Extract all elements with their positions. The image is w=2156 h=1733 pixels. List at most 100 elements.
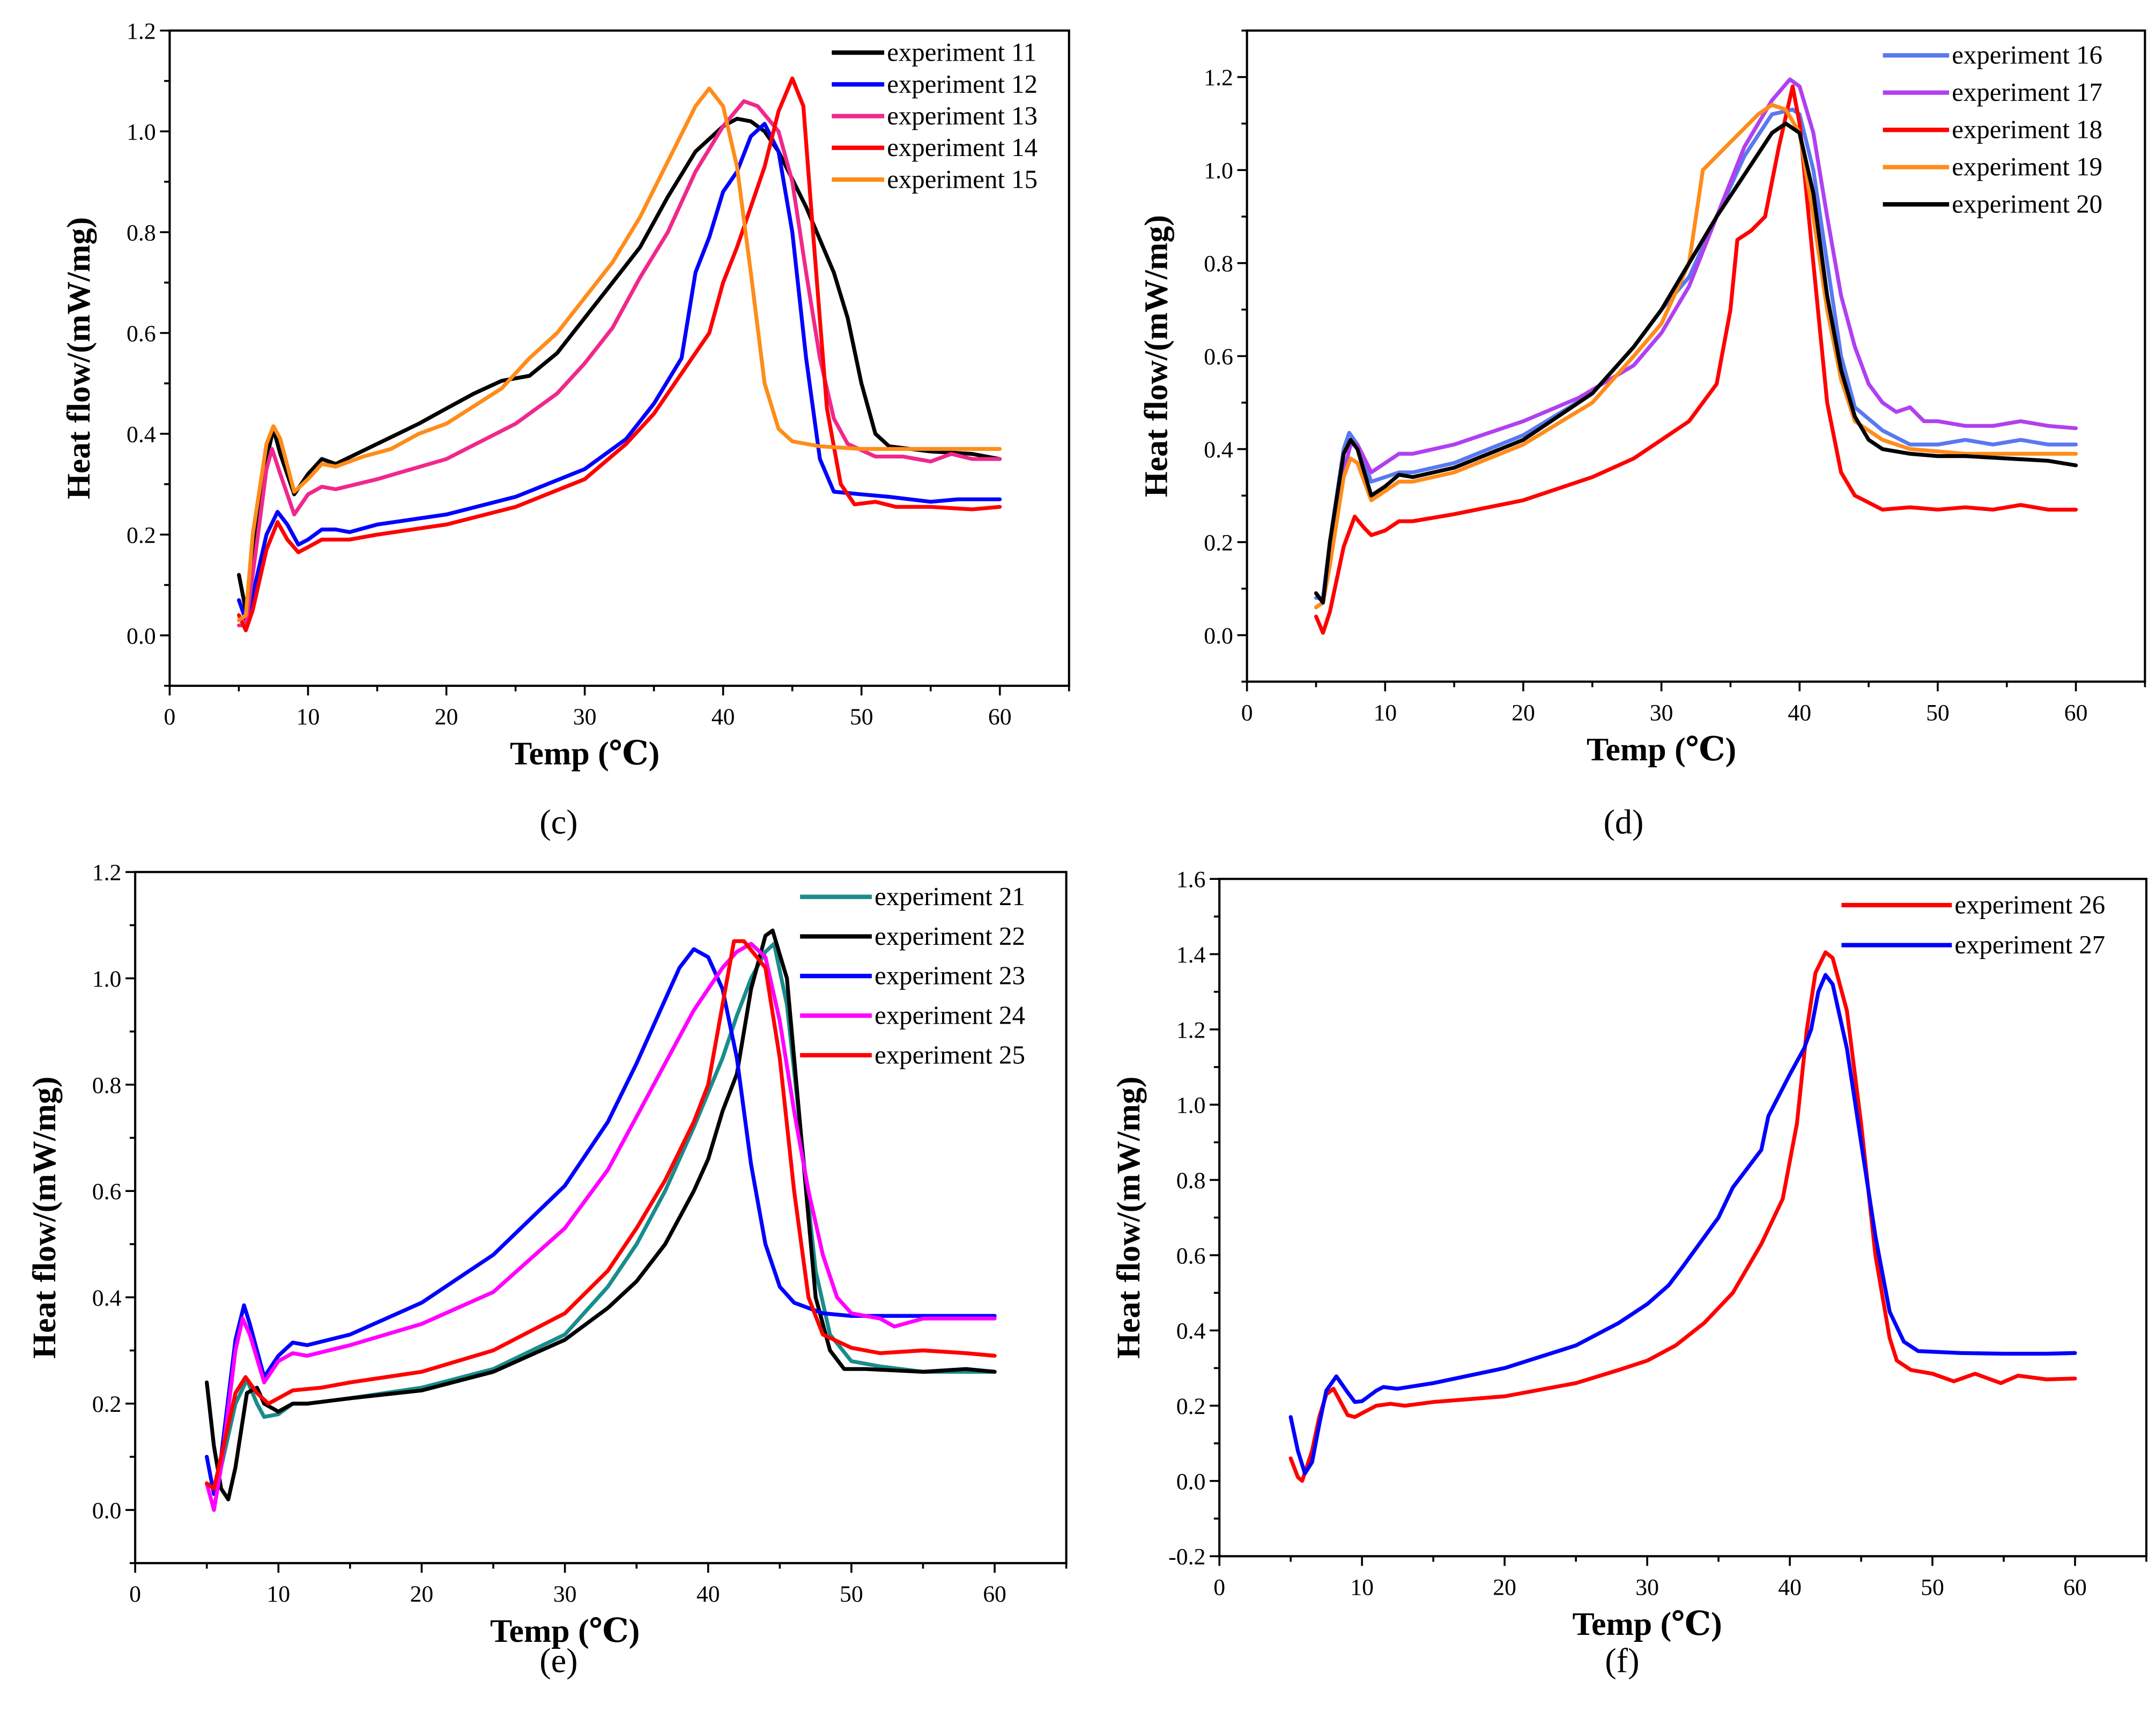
series-line-experiment-25	[205, 939, 997, 1491]
legend-entry: experiment 13	[887, 101, 1038, 130]
series-line-experiment-12	[236, 122, 1002, 623]
series-line-experiment-23	[205, 947, 997, 1496]
y-axis-label: Heat flow/(mW/mg)	[26, 1077, 63, 1359]
y-tick-label: 0.6	[1176, 1243, 1206, 1269]
x-tick-label: 0	[1213, 1574, 1225, 1600]
x-tick-label: 60	[988, 704, 1012, 730]
series-line-experiment-27	[1288, 973, 2077, 1476]
x-axis-label: Temp (℃)	[510, 736, 660, 772]
panel-label: (e)	[539, 1641, 577, 1679]
y-tick-label: 0.8	[1176, 1168, 1206, 1194]
y-tick-label: 0.6	[127, 321, 156, 346]
y-tick-label: 0.8	[127, 220, 156, 246]
series-line-experiment-22	[205, 928, 997, 1501]
series-line-experiment-15	[236, 86, 1002, 623]
legend-entry: experiment 19	[1952, 152, 2102, 181]
legend-entry: experiment 15	[887, 164, 1038, 194]
plot-frame	[168, 29, 1070, 687]
series-line-experiment-11	[236, 116, 1002, 612]
series-line-experiment-13	[236, 99, 1002, 627]
x-tick-label: 30	[573, 704, 597, 730]
x-tick-label: 0	[1241, 700, 1253, 725]
x-tick-label: 10	[266, 1581, 290, 1607]
y-tick-label: 1.0	[1176, 1093, 1206, 1119]
series-line-experiment-16	[1314, 107, 2078, 600]
legend-entry: experiment 12	[887, 69, 1038, 99]
x-axis-label: Temp (℃)	[1572, 1606, 1722, 1642]
x-tick-label: 50	[840, 1581, 863, 1607]
y-tick-label: 0.8	[92, 1072, 122, 1098]
y-tick-label: 0.4	[1176, 1319, 1206, 1344]
x-tick-label: 30	[1650, 700, 1673, 725]
x-tick-label: 60	[2064, 700, 2088, 725]
legend-entry: experiment 18	[1952, 115, 2102, 144]
series-line-experiment-18	[1314, 84, 2078, 635]
y-tick-label: 0.0	[92, 1498, 122, 1523]
y-tick-label: 1.0	[127, 119, 156, 145]
y-tick-label: 1.0	[92, 966, 122, 992]
x-tick-label: 10	[1350, 1574, 1374, 1600]
x-tick-label: 20	[1493, 1574, 1516, 1600]
y-axis-label: Heat flow/(mW/mg)	[61, 217, 97, 499]
chart-panel: 0 10 20 30 40 50 60 0.0 0.2 0.4 0.6 0.8 1.0 1.2 Temp (…	[61, 18, 1070, 841]
x-tick-label: 50	[850, 704, 873, 730]
legend-entry: experiment 21	[875, 882, 1025, 911]
x-tick-label: 60	[2063, 1574, 2087, 1600]
y-tick-label: 1.4	[1176, 942, 1206, 968]
series-line-experiment-24	[205, 942, 997, 1512]
x-tick-label: 30	[1635, 1574, 1659, 1600]
series-line-experiment-20	[1314, 121, 2078, 605]
plot-frame	[1218, 878, 2148, 1558]
series-line-experiment-14	[236, 76, 1002, 633]
x-tick-label: 20	[410, 1581, 434, 1607]
y-tick-label: 1.0	[1204, 158, 1233, 184]
legend-entry: experiment 27	[1954, 930, 2105, 959]
panel-label: (c)	[539, 803, 577, 841]
y-tick-label: 0.2	[1176, 1394, 1206, 1419]
y-tick-label: 0.2	[92, 1391, 122, 1417]
y-tick-label: 0.0	[1204, 623, 1233, 649]
legend-entry: experiment 17	[1952, 77, 2102, 107]
x-tick-label: 0	[129, 1581, 141, 1607]
plot-frame	[134, 871, 1068, 1565]
chart-panel: 0 10 20 30 40 50 60 0.0 0.2 0.4 0.6 0.8 1.0 1.2 Temp (…	[1138, 29, 2146, 841]
chart-panel: 0 10 20 30 40 50 60 0.0 0.2 0.4 0.6 0.8 1.0 1.2 Temp (…	[26, 860, 1068, 1679]
legend-entry: experiment 14	[887, 132, 1038, 162]
y-tick-label: -0.2	[1168, 1544, 1205, 1570]
y-tick-label: 0.8	[1204, 251, 1233, 277]
x-tick-label: 50	[1926, 700, 1950, 725]
y-tick-label: 1.2	[92, 860, 122, 886]
y-tick-label: 0.4	[127, 421, 156, 447]
y-tick-label: 1.2	[1204, 65, 1233, 91]
legend-entry: experiment 23	[875, 961, 1025, 990]
chart-panel: 0 10 20 30 40 50 60 -0.2 0.0 0.2 0.4 0.6 0.8 1.0 1.2 1.…	[1110, 867, 2148, 1679]
y-tick-label: 0.6	[92, 1179, 122, 1205]
legend-entry: experiment 24	[875, 1001, 1025, 1030]
x-tick-label: 40	[697, 1581, 720, 1607]
legend-entry: experiment 22	[875, 921, 1025, 951]
legend-entry: experiment 16	[1952, 40, 2102, 70]
x-tick-label: 20	[1512, 700, 1535, 725]
y-tick-label: 0.4	[92, 1285, 122, 1311]
legend-entry: experiment 25	[875, 1040, 1025, 1069]
y-tick-label: 1.2	[127, 18, 156, 44]
legend-entry: experiment 20	[1952, 189, 2102, 219]
y-tick-label: 0.2	[1204, 530, 1233, 556]
series-line-experiment-26	[1288, 950, 2077, 1483]
x-tick-label: 40	[1788, 700, 1811, 725]
x-tick-label: 60	[983, 1581, 1006, 1607]
x-tick-label: 40	[712, 704, 735, 730]
panel-label: (d)	[1603, 803, 1643, 841]
legend-entry: experiment 11	[887, 38, 1036, 67]
series-line-experiment-17	[1314, 77, 2078, 610]
y-tick-label: 1.2	[1176, 1017, 1206, 1043]
y-tick-label: 0.2	[127, 522, 156, 548]
x-tick-label: 30	[553, 1581, 577, 1607]
x-axis-label: Temp (℃)	[490, 1613, 640, 1649]
y-axis-label: Heat flow/(mW/mg)	[1138, 215, 1174, 497]
y-tick-label: 1.6	[1176, 867, 1206, 893]
y-tick-label: 0.0	[1176, 1469, 1206, 1494]
x-axis-label: Temp (℃)	[1587, 731, 1736, 768]
series-line-experiment-19	[1314, 103, 2078, 610]
x-tick-label: 50	[1921, 1574, 1944, 1600]
